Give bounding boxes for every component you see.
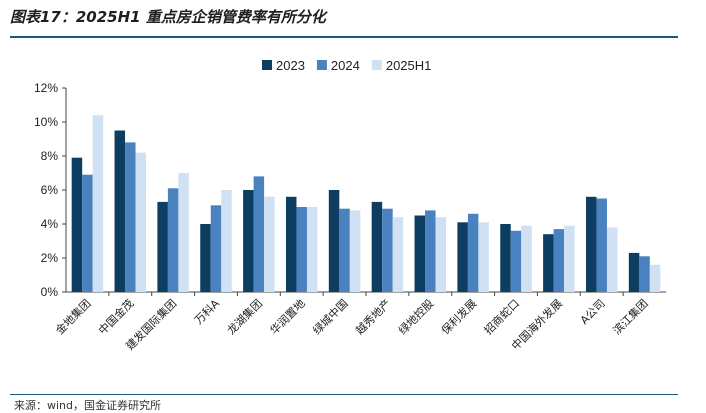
y-tick-label: 4%: [41, 217, 59, 231]
bar-2025H1-4: [264, 196, 275, 292]
y-tick-label: 8%: [41, 149, 59, 163]
bar-2024-13: [639, 256, 650, 292]
bar-2025H1-8: [435, 217, 447, 292]
bar-2024-10: [510, 230, 522, 292]
bar-2024-3: [210, 205, 222, 292]
x-category-label: 绿城中国: [310, 296, 351, 337]
source-rule: [10, 394, 678, 395]
legend-label-2023: 2023: [276, 58, 305, 73]
bar-2025H1-2: [178, 173, 189, 292]
x-category-label: 华润置地: [267, 296, 308, 337]
bar-2024-11: [553, 229, 565, 292]
bar-2023-7: [371, 201, 383, 292]
bar-2025H1-9: [478, 222, 489, 292]
x-category-label: 招商蛇口: [481, 296, 522, 337]
bar-2023-12: [585, 196, 597, 292]
legend-label-2024: 2024: [331, 58, 360, 73]
x-category-label: 保利发展: [438, 296, 479, 337]
y-tick-label: 10%: [34, 115, 58, 129]
x-category-label: 绿地控股: [395, 296, 436, 337]
x-category-label: 中国金茂: [95, 296, 136, 337]
bar-2023-3: [200, 224, 211, 292]
y-tick-label: 12%: [34, 81, 58, 95]
figure-title: 图表17：2025H1 重点房企销管费率有所分化: [10, 8, 326, 26]
bar-2023-10: [500, 224, 511, 292]
bar-2024-5: [296, 207, 307, 292]
bar-2023-0: [71, 157, 83, 292]
bar-2024-2: [167, 188, 179, 292]
x-category-label: 金地集团: [53, 296, 94, 337]
bar-2024-12: [596, 198, 607, 292]
bar-2023-9: [457, 222, 468, 292]
bar-2025H1-0: [92, 115, 104, 292]
bar-2024-1: [125, 142, 136, 292]
bar-2025H1-1: [135, 152, 147, 292]
bar-2023-4: [243, 190, 254, 292]
legend-label-2025H1: 2025H1: [386, 58, 432, 73]
bar-2023-1: [114, 130, 126, 292]
bar-2024-0: [82, 174, 93, 292]
bar-2024-6: [339, 208, 350, 292]
bar-2025H1-6: [349, 210, 361, 292]
x-category-label: A公司: [578, 297, 608, 327]
bar-2023-8: [414, 215, 426, 292]
x-category-label: 万科A: [191, 296, 222, 327]
bar-2024-8: [425, 210, 436, 292]
bar-2023-2: [157, 201, 168, 292]
source-note: 来源：wind，国金证券研究所: [14, 399, 162, 412]
x-category-label: 滨江集团: [610, 296, 651, 337]
bar-2025H1-3: [221, 190, 232, 292]
bar-2024-7: [382, 208, 393, 292]
y-tick-label: 6%: [41, 183, 59, 197]
title-rule: [10, 36, 678, 38]
legend-swatch-2024: [316, 60, 327, 70]
y-tick-label: 2%: [41, 251, 59, 265]
bar-2023-11: [543, 234, 554, 292]
bar-2023-6: [328, 190, 340, 292]
legend-swatch-2023: [262, 60, 272, 70]
bar-2024-4: [253, 176, 265, 292]
bar-2023-13: [628, 252, 640, 292]
y-tick-label: 0%: [41, 285, 59, 299]
bar-2025H1-13: [649, 264, 661, 292]
x-category-label: 越秀地产: [353, 296, 394, 337]
bar-2025H1-10: [521, 225, 532, 292]
bar-2025H1-12: [606, 227, 618, 292]
legend-swatch-2025H1: [371, 60, 382, 70]
bar-2024-9: [467, 213, 479, 292]
bar-2025H1-11: [564, 225, 575, 292]
bar-2023-5: [285, 196, 297, 292]
bar-2025H1-7: [392, 217, 404, 292]
x-category-label: 龙湖集团: [224, 296, 265, 337]
bar-2025H1-5: [306, 207, 318, 292]
